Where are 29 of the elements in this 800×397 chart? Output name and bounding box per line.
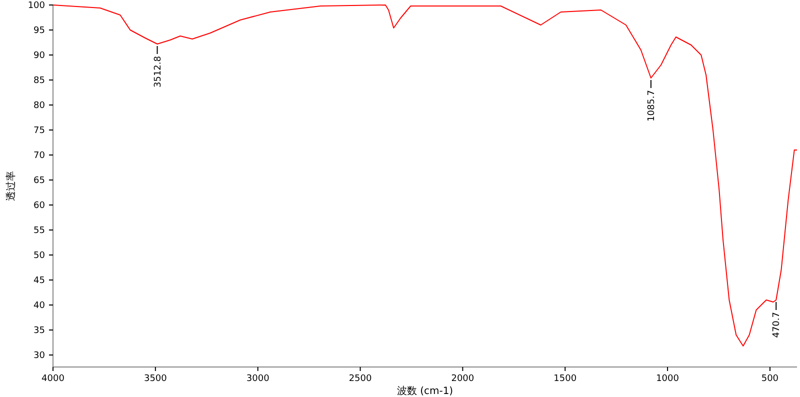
y-axis-title: 透过率 (5, 171, 17, 201)
y-tick-label: 90 (34, 51, 46, 62)
y-tick-label: 60 (34, 201, 46, 212)
y-tick-label: 85 (34, 76, 45, 86)
x-tick-label: 4000 (42, 374, 65, 384)
y-tick-label: 80 (34, 101, 46, 112)
y-tick-label: 50 (34, 251, 46, 262)
y-tick-label: 95 (34, 26, 45, 36)
annotation: 3512.8 (153, 56, 164, 88)
x-tick-label: 1000 (656, 374, 680, 384)
x-tick-label: 1500 (554, 374, 577, 384)
y-tick-label: 75 (34, 126, 45, 136)
x-tick-label: 3000 (246, 374, 270, 384)
y-tick-label: 55 (34, 226, 45, 236)
annotation: 470.7 (772, 312, 782, 338)
line-series (52, 4, 798, 346)
y-tick-label: 30 (34, 351, 46, 362)
x-tick-label: 500 (761, 374, 779, 384)
y-tick-label: 65 (34, 176, 45, 186)
annotation: 1085.7 (646, 90, 657, 122)
y-tick-label: 45 (34, 276, 45, 286)
x-tick-label: 2500 (348, 374, 372, 384)
x-tick-label: 3500 (144, 374, 168, 384)
y-tick-label: 70 (34, 151, 46, 162)
y-tick-label: 40 (34, 301, 46, 312)
x-axis-title: 波数 (cm-1) (396, 385, 454, 397)
x-tick-label: 2000 (451, 374, 474, 384)
y-tick-label: 100 (28, 1, 46, 12)
y-tick-label: 35 (34, 326, 45, 336)
